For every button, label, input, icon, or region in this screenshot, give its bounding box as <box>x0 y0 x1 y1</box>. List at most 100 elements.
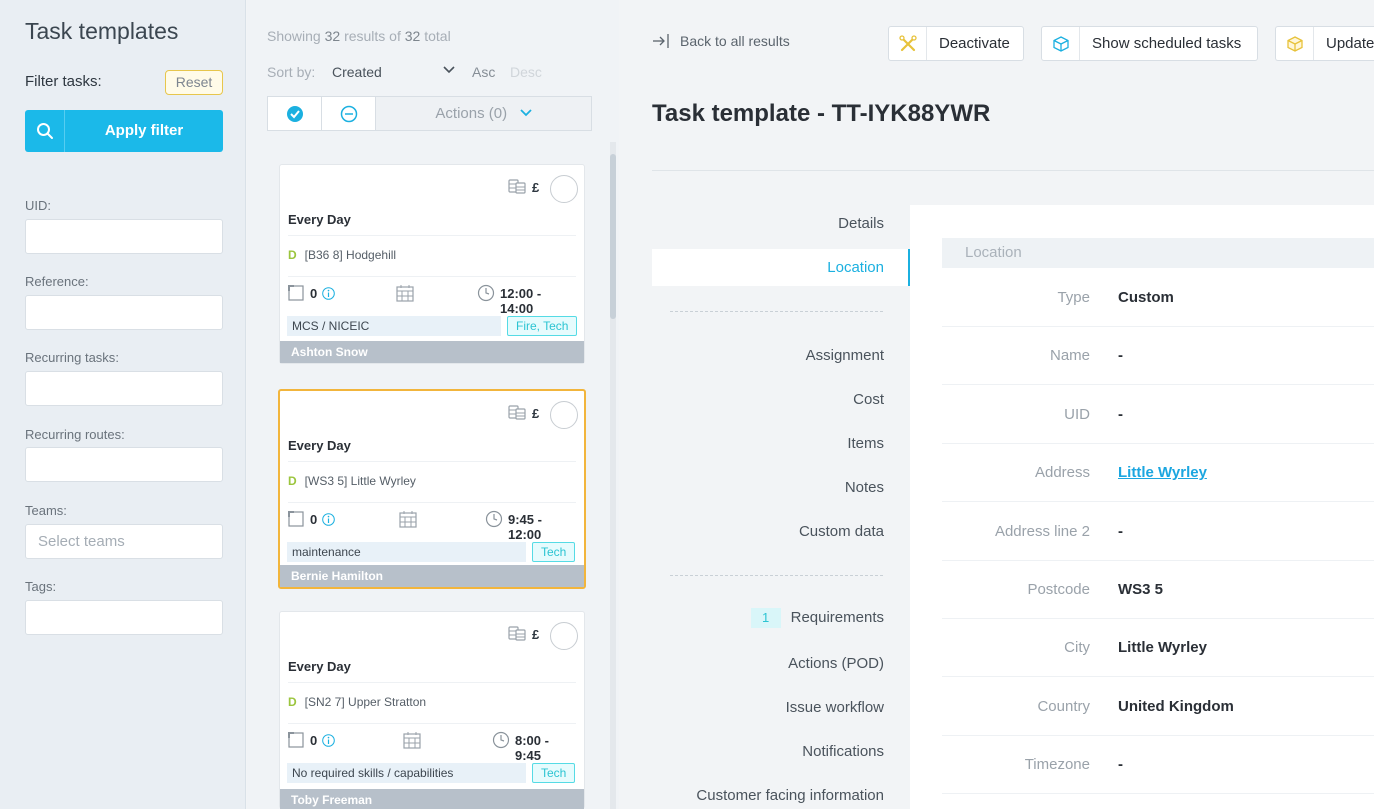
apply-filter-button[interactable]: Apply filter <box>25 110 223 152</box>
task-card[interactable]: £ Every Day D [SN2 7] Upper Stratton 0 8:… <box>279 611 585 809</box>
nav-notifications[interactable]: Notifications <box>802 743 884 760</box>
show-scheduled-label: Show scheduled tasks <box>1092 35 1242 52</box>
field-key: UID <box>1064 406 1090 423</box>
reference-input[interactable] <box>25 295 223 330</box>
box-icon <box>1042 27 1080 60</box>
nav-assignment[interactable]: Assignment <box>805 347 884 364</box>
select-checkbox[interactable] <box>550 401 578 429</box>
nav-issue-workflow[interactable]: Issue workflow <box>785 699 884 716</box>
sort-select[interactable]: Created <box>332 64 382 80</box>
teams-select[interactable]: Select teams <box>25 524 223 559</box>
nav-customer-facing[interactable]: Customer facing information <box>696 787 884 804</box>
field-value: Custom <box>1118 289 1174 306</box>
uid-label: UID: <box>25 198 52 213</box>
field-key: Name <box>1049 347 1090 364</box>
nav-actions-pod[interactable]: Actions (POD) <box>788 655 884 672</box>
nav-location[interactable]: Location <box>827 259 884 276</box>
nav-divider <box>670 311 883 312</box>
nav-custom-data[interactable]: Custom data <box>798 523 884 540</box>
coins-icon <box>508 404 526 425</box>
sort-asc[interactable]: Asc <box>472 64 496 80</box>
coins-icon <box>508 625 526 646</box>
uid-input[interactable] <box>25 219 223 254</box>
list-scrollbar[interactable] <box>610 142 616 809</box>
reset-button[interactable]: Reset <box>165 70 223 95</box>
box-icon <box>1276 27 1314 60</box>
field-row-type: Type Custom <box>942 269 1374 327</box>
select-checkbox[interactable] <box>550 622 578 650</box>
card-assignee: Bernie Hamilton <box>280 565 584 587</box>
section-header: Location <box>942 238 1374 268</box>
nav-requirements[interactable]: 1 Requirements <box>750 608 884 628</box>
back-link[interactable]: Back to all results <box>652 33 790 49</box>
nav-divider <box>670 575 883 576</box>
address-link[interactable]: Little Wyrley <box>1118 464 1207 481</box>
select-checkbox[interactable] <box>550 175 578 203</box>
update-label: Update <box>1326 35 1374 52</box>
chevron-down-icon[interactable] <box>443 63 455 79</box>
requirements-count-badge: 1 <box>750 608 781 628</box>
back-label: Back to all results <box>680 33 790 49</box>
update-button[interactable]: Update <box>1275 26 1374 61</box>
actions-dropdown[interactable]: Actions (0) <box>376 97 591 130</box>
tags-input[interactable] <box>25 600 223 635</box>
card-assignee: Ashton Snow <box>280 341 584 363</box>
card-assignee: Toby Freeman <box>280 789 584 809</box>
field-value: WS3 5 <box>1118 581 1164 598</box>
clock-icon <box>492 731 510 754</box>
info-icon[interactable] <box>322 734 335 752</box>
card-count: 0 <box>310 512 318 527</box>
field-key: Postcode <box>1027 581 1090 598</box>
show-scheduled-tasks-button[interactable]: Show scheduled tasks <box>1041 26 1258 61</box>
card-stats: 0 9:45 - 12:00 <box>288 510 576 542</box>
currency-symbol: £ <box>532 627 540 642</box>
sort-label: Sort by: <box>267 64 316 80</box>
field-row-name: Name - <box>942 327 1374 385</box>
field-value: United Kingdom <box>1118 698 1234 715</box>
info-icon[interactable] <box>322 513 335 531</box>
field-row-address-line-2: Address line 2 - <box>942 503 1374 561</box>
coins-icon <box>508 178 526 199</box>
nav-active-indicator <box>652 249 910 286</box>
detail-title: Task template - TT-IYK88YWR <box>652 100 991 127</box>
filter-label: Filter tasks: <box>25 73 102 90</box>
scrollbar-thumb[interactable] <box>610 154 616 319</box>
location-panel <box>910 205 1374 809</box>
expand-icon <box>288 732 304 753</box>
field-key: Type <box>1057 289 1090 306</box>
info-icon[interactable] <box>322 287 335 305</box>
deactivate-button[interactable]: Deactivate <box>888 26 1024 61</box>
nav-cost[interactable]: Cost <box>853 391 884 408</box>
deselect-icon[interactable] <box>322 97 376 130</box>
field-row-uid: UID - <box>942 386 1374 444</box>
sort-desc[interactable]: Desc <box>510 64 542 80</box>
card-count: 0 <box>310 286 318 301</box>
task-card[interactable]: £ Every Day D [B36 8] Hodgehill 0 12:00 -… <box>279 164 585 364</box>
clock-icon <box>485 510 503 533</box>
recurring-routes-input[interactable] <box>25 447 223 482</box>
chevron-down-icon <box>519 105 532 122</box>
reference-label: Reference: <box>25 274 89 289</box>
recurring-tasks-input[interactable] <box>25 371 223 406</box>
page-title: Task templates <box>25 18 179 44</box>
field-row-postcode: Postcode WS3 5 <box>942 561 1374 619</box>
expand-icon <box>288 285 304 306</box>
nav-details[interactable]: Details <box>838 215 884 232</box>
field-row-timezone: Timezone - <box>942 736 1374 794</box>
field-value: Little Wyrley <box>1118 639 1207 656</box>
field-row-city: City Little Wyrley <box>942 619 1374 677</box>
nav-notes[interactable]: Notes <box>844 479 884 496</box>
apply-filter-label: Apply filter <box>104 122 184 139</box>
nav-items[interactable]: Items <box>847 435 884 452</box>
cross-icon <box>889 27 927 60</box>
card-skill: maintenance <box>287 542 526 562</box>
currency-symbol: £ <box>532 406 540 421</box>
field-row-country: Country United Kingdom <box>942 678 1374 736</box>
select-all-icon[interactable] <box>268 97 322 130</box>
field-key: Timezone <box>1024 756 1090 773</box>
task-card-selected[interactable]: £ Every Day D [WS3 5] Little Wyrley 0 9:4… <box>278 389 586 589</box>
card-stats: 0 12:00 - 14:00 <box>288 284 576 316</box>
field-value: - <box>1118 406 1123 423</box>
field-key: Address <box>1034 464 1090 481</box>
card-skill: No required skills / capabilities <box>287 763 526 783</box>
